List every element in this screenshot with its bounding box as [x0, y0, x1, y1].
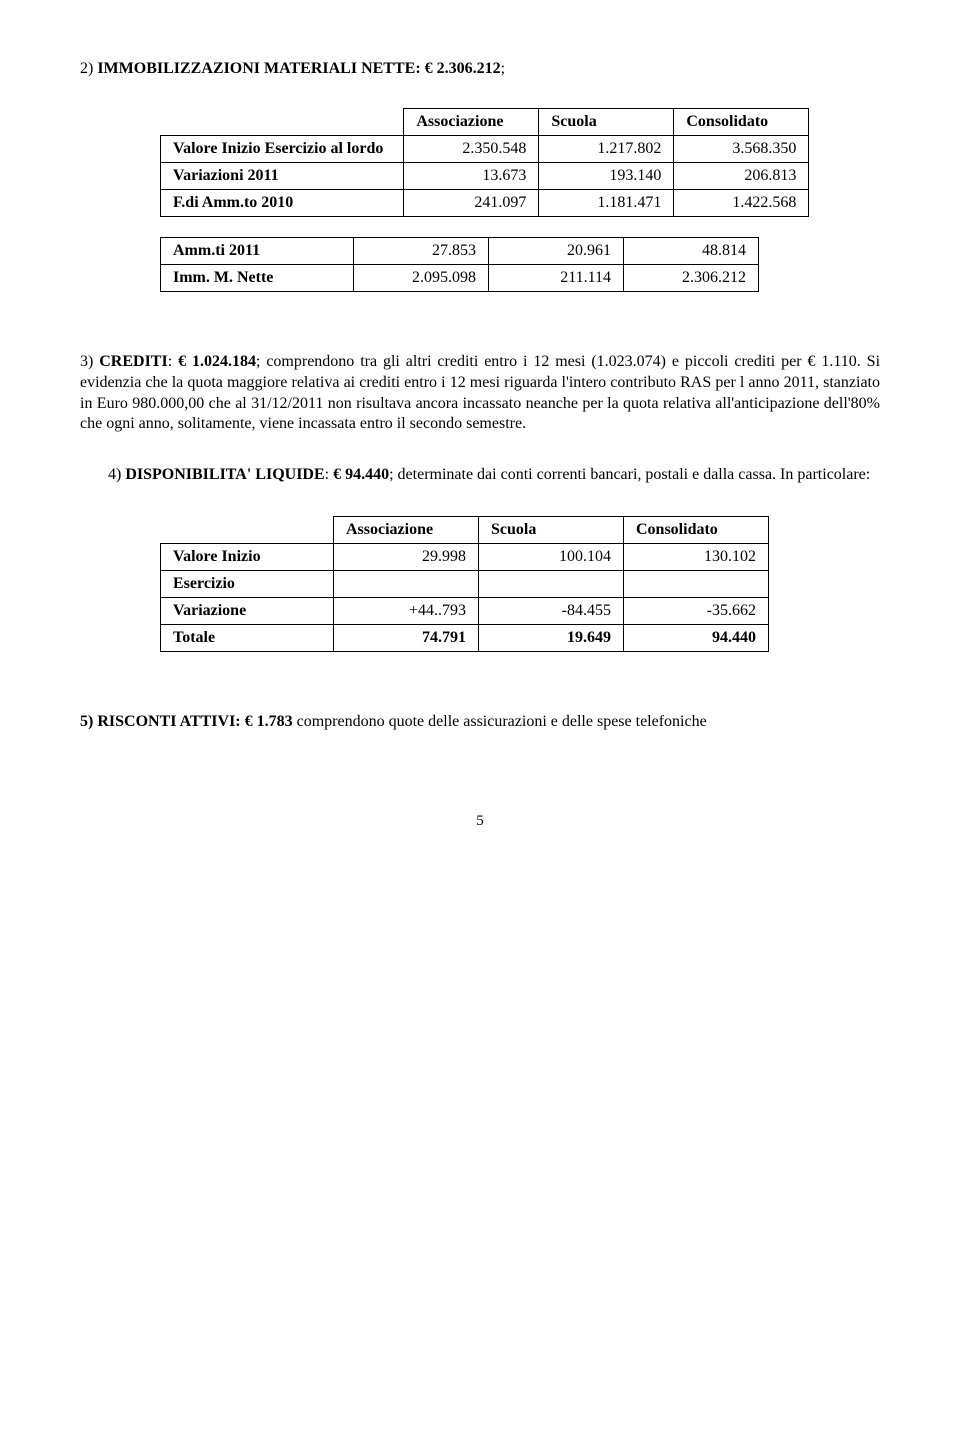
table-row: Valore Inizio 29.998 100.104 130.102 — [161, 543, 769, 570]
cell: 13.673 — [404, 163, 539, 190]
row-label: Esercizio — [173, 575, 235, 592]
section-4-rest: ; determinate dai conti correnti bancari… — [389, 466, 870, 483]
cell: +44..793 — [334, 597, 479, 624]
row-label: Valore Inizio Esercizio al lordo — [173, 140, 383, 157]
cell: 1.422.568 — [674, 190, 809, 217]
cell: 48.814 — [624, 238, 759, 265]
section-4-bold2: € 94.440 — [333, 466, 389, 483]
cell: 94.440 — [712, 629, 756, 646]
section-5-bold: 5) RISCONTI ATTIVI: € 1.783 — [80, 713, 293, 730]
table-row: Amm.ti 2011 27.853 20.961 48.814 — [161, 238, 759, 265]
cell: -35.662 — [624, 597, 769, 624]
table-row: Totale 74.791 19.649 94.440 — [161, 624, 769, 651]
cell: -84.455 — [479, 597, 624, 624]
cell: 2.350.548 — [404, 136, 539, 163]
cell: 29.998 — [334, 543, 479, 570]
cell: 206.813 — [674, 163, 809, 190]
section-3-bold2: € 1.024.184 — [178, 353, 256, 370]
section-5-rest: comprendono quote delle assicurazioni e … — [293, 713, 707, 730]
section-5-paragraph: 5) RISCONTI ATTIVI: € 1.783 comprendono … — [80, 712, 880, 733]
table-row: Imm. M. Nette 2.095.098 211.114 2.306.21… — [161, 265, 759, 292]
col-consolidato: Consolidato — [674, 109, 809, 136]
col-associazione: Associazione — [334, 516, 479, 543]
row-label: Totale — [173, 629, 215, 646]
row-label: F.di Amm.to 2010 — [173, 194, 293, 211]
cell — [479, 570, 624, 597]
cell: 241.097 — [404, 190, 539, 217]
table-immobilizzazioni-2: Amm.ti 2011 27.853 20.961 48.814 Imm. M.… — [160, 237, 759, 292]
page-number: 5 — [80, 813, 880, 830]
section-3-prefix: 3) — [80, 353, 99, 370]
section-3-bold1: CREDITI — [99, 353, 167, 370]
cell: 1.181.471 — [539, 190, 674, 217]
table-row: Variazioni 2011 13.673 193.140 206.813 — [161, 163, 809, 190]
cell: 211.114 — [489, 265, 624, 292]
cell: 193.140 — [539, 163, 674, 190]
section-4-prefix: 4) — [108, 466, 125, 483]
cell: 100.104 — [479, 543, 624, 570]
section-2-title-bold: IMMOBILIZZAZIONI MATERIALI NETTE: € 2.30… — [97, 60, 500, 77]
cell: 1.217.802 — [539, 136, 674, 163]
table-header-row: Associazione Scuola Consolidato — [161, 109, 809, 136]
cell: 130.102 — [624, 543, 769, 570]
cell — [624, 570, 769, 597]
col-associazione: Associazione — [404, 109, 539, 136]
table-header-row: Associazione Scuola Consolidato — [161, 516, 769, 543]
row-label: Imm. M. Nette — [173, 269, 273, 286]
table-immobilizzazioni: Associazione Scuola Consolidato Valore I… — [160, 108, 809, 217]
cell: 3.568.350 — [674, 136, 809, 163]
section-2-prefix: 2) — [80, 60, 97, 77]
cell: 20.961 — [489, 238, 624, 265]
table-row: Variazione +44..793 -84.455 -35.662 — [161, 597, 769, 624]
table-row: Valore Inizio Esercizio al lordo 2.350.5… — [161, 136, 809, 163]
section-4-mid: : — [325, 466, 333, 483]
col-scuola: Scuola — [539, 109, 674, 136]
section-2-heading: 2) IMMOBILIZZAZIONI MATERIALI NETTE: € 2… — [80, 60, 880, 78]
section-4-bold1: DISPONIBILITA' LIQUIDE — [125, 466, 324, 483]
section-4-paragraph: 4) DISPONIBILITA' LIQUIDE: € 94.440; det… — [80, 465, 880, 486]
row-label: Variazione — [173, 602, 246, 619]
row-label: Amm.ti 2011 — [173, 242, 260, 259]
row-label: Valore Inizio — [173, 548, 261, 565]
cell: 27.853 — [354, 238, 489, 265]
row-label: Variazioni 2011 — [173, 167, 279, 184]
table-disponibilita: Associazione Scuola Consolidato Valore I… — [160, 516, 769, 652]
col-consolidato: Consolidato — [624, 516, 769, 543]
section-3-mid: : — [168, 353, 178, 370]
section-3-paragraph: 3) CREDITI: € 1.024.184; comprendono tra… — [80, 352, 880, 435]
col-scuola: Scuola — [479, 516, 624, 543]
cell: 2.095.098 — [354, 265, 489, 292]
cell: 74.791 — [422, 629, 466, 646]
cell: 19.649 — [567, 629, 611, 646]
table-empty-header — [161, 516, 334, 543]
table-row: Esercizio — [161, 570, 769, 597]
cell — [334, 570, 479, 597]
table-row: F.di Amm.to 2010 241.097 1.181.471 1.422… — [161, 190, 809, 217]
cell: 2.306.212 — [624, 265, 759, 292]
table-empty-header — [161, 109, 404, 136]
section-2-suffix: ; — [501, 60, 505, 77]
